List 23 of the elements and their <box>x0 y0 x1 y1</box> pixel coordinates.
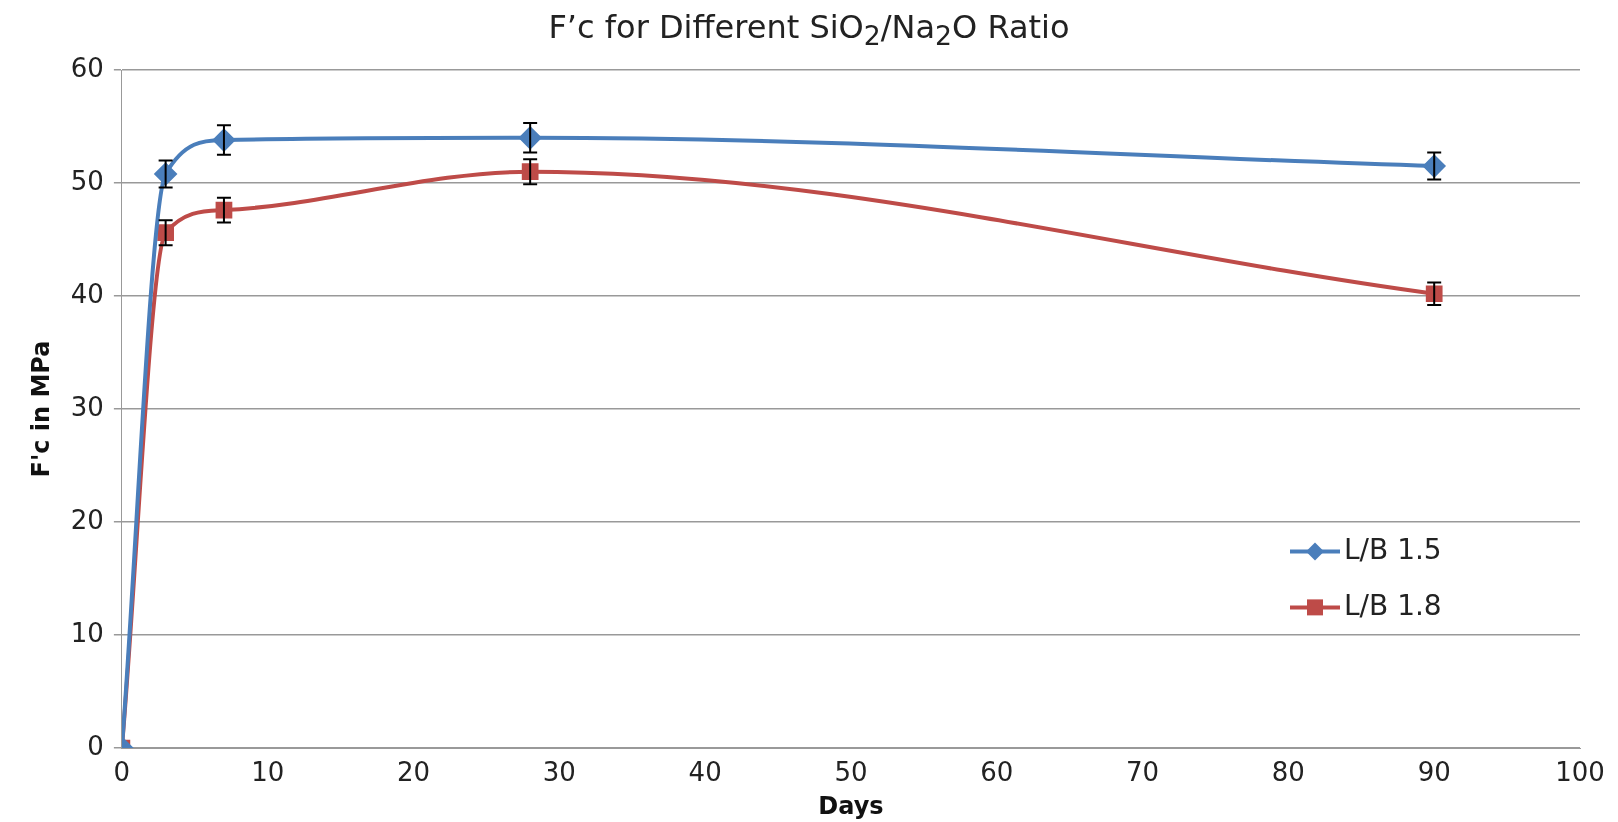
x-tick-label: 20 <box>396 757 431 788</box>
y-tick-label: 40 <box>70 278 104 309</box>
x-tick-label: 80 <box>1271 757 1305 788</box>
x-tick-label: 40 <box>688 757 722 788</box>
x-axis-title: Days <box>818 791 884 820</box>
x-tick-label: 70 <box>1126 757 1160 788</box>
x-tick-label: 30 <box>542 757 576 788</box>
y-axis-title: F'c in MPa <box>26 340 55 478</box>
x-tick-label: 0 <box>113 757 131 788</box>
legend-label: L/B 1.8 <box>1344 588 1442 622</box>
x-tick-label: 100 <box>1555 757 1605 788</box>
legend-label: L/B 1.5 <box>1344 532 1442 566</box>
chart-title: F’c for Different SiO$_{2}$/Na$_{2}$O Ratio <box>547 8 1071 52</box>
y-tick-label: 0 <box>87 730 104 761</box>
y-tick-label: 50 <box>70 165 104 196</box>
y-tick-label: 20 <box>70 504 104 535</box>
y-tick-label: 30 <box>70 391 104 422</box>
x-tick-label: 10 <box>251 757 285 788</box>
x-tick-label: 50 <box>834 757 868 788</box>
x-tick-label: 90 <box>1417 757 1451 788</box>
y-tick-label: 10 <box>70 617 104 648</box>
y-tick-label: 60 <box>70 52 104 83</box>
x-tick-label: 60 <box>980 757 1014 788</box>
